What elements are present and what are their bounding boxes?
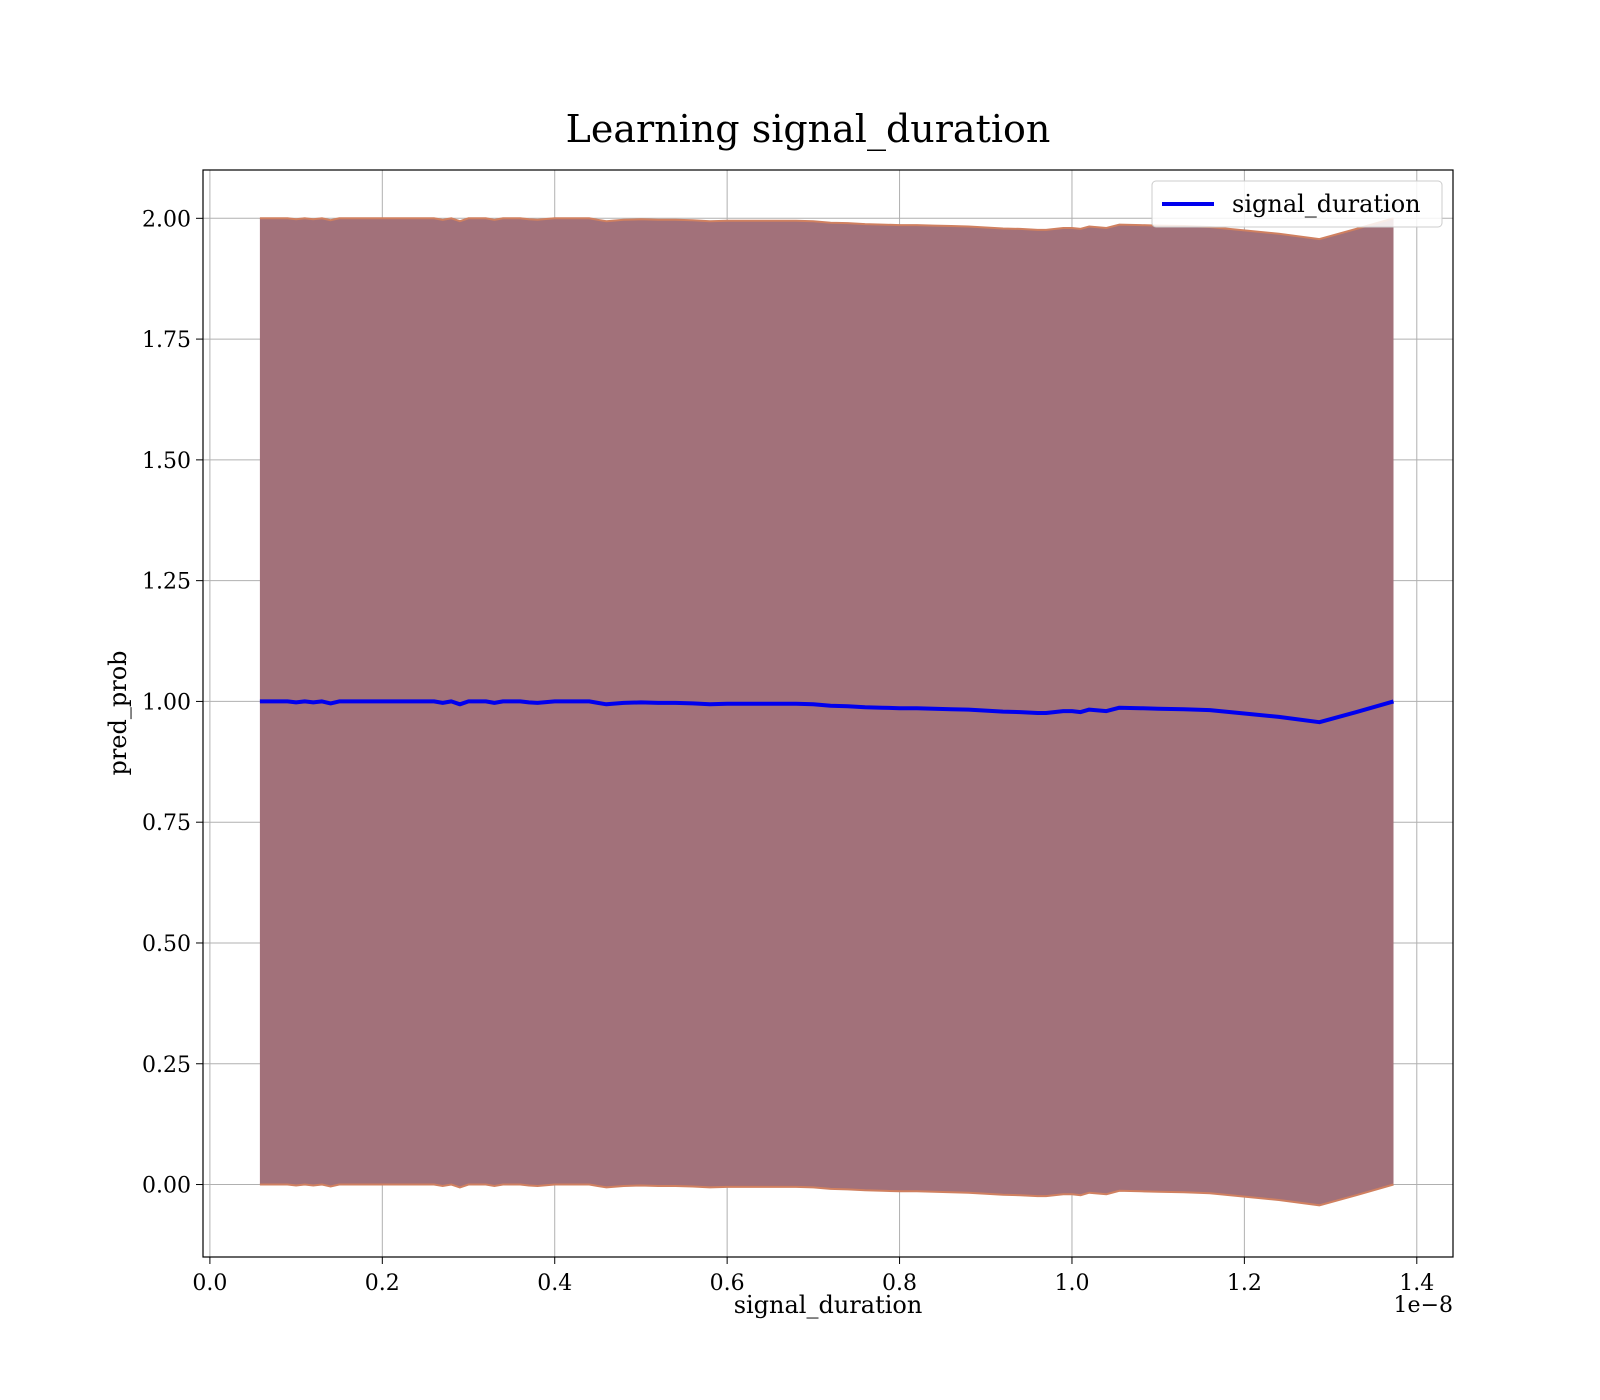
y-tick-label: 1.25 [142, 570, 191, 595]
x-tick-label: 1.2 [1227, 1271, 1262, 1296]
y-tick-label: 1.50 [142, 449, 191, 474]
x-tick-label: 0.8 [882, 1271, 917, 1296]
x-axis-label: signal_duration [734, 1291, 923, 1319]
band-fill [259, 218, 1394, 1206]
band-lower-edge [259, 1183, 1394, 1207]
x-axis-ticks: 0.0 0.2 0.4 0.6 0.8 1.0 1.2 1.4 [192, 1257, 1434, 1296]
y-tick-label: 0.25 [142, 1053, 191, 1078]
x-tick-label: 0.4 [537, 1271, 572, 1296]
chart-title: Learning signal_duration [566, 107, 1051, 152]
y-tick-label: 0.75 [142, 811, 191, 836]
x-tick-label: 0.0 [192, 1271, 227, 1296]
x-axis-offset-label: 1e−8 [1394, 1293, 1453, 1318]
band-upper-edge [259, 217, 1394, 241]
y-axis-label: pred_prob [104, 650, 132, 775]
legend-label-signal-duration: signal_duration [1232, 190, 1421, 218]
confidence-band [259, 217, 1394, 1207]
legend: signal_duration [1151, 180, 1443, 228]
y-tick-label: 0.00 [142, 1174, 191, 1199]
x-tick-label: 0.6 [710, 1271, 745, 1296]
x-tick-label: 1.4 [1399, 1271, 1434, 1296]
series-line-signal-duration [259, 699, 1395, 725]
y-tick-label: 2.00 [142, 207, 191, 232]
legend-box [1151, 180, 1443, 228]
x-tick-label: 1.0 [1054, 1271, 1089, 1296]
plot-frame [202, 169, 1454, 1258]
series-lines [259, 699, 1395, 725]
y-tick-label: 1.75 [142, 328, 191, 353]
y-tick-label: 1.00 [142, 690, 191, 715]
y-tick-label: 0.50 [142, 932, 191, 957]
y-axis-ticks: 0.00 0.25 0.50 0.75 1.00 1.25 1.50 1.75 2.00 [142, 207, 203, 1199]
x-tick-label: 0.2 [365, 1271, 400, 1296]
